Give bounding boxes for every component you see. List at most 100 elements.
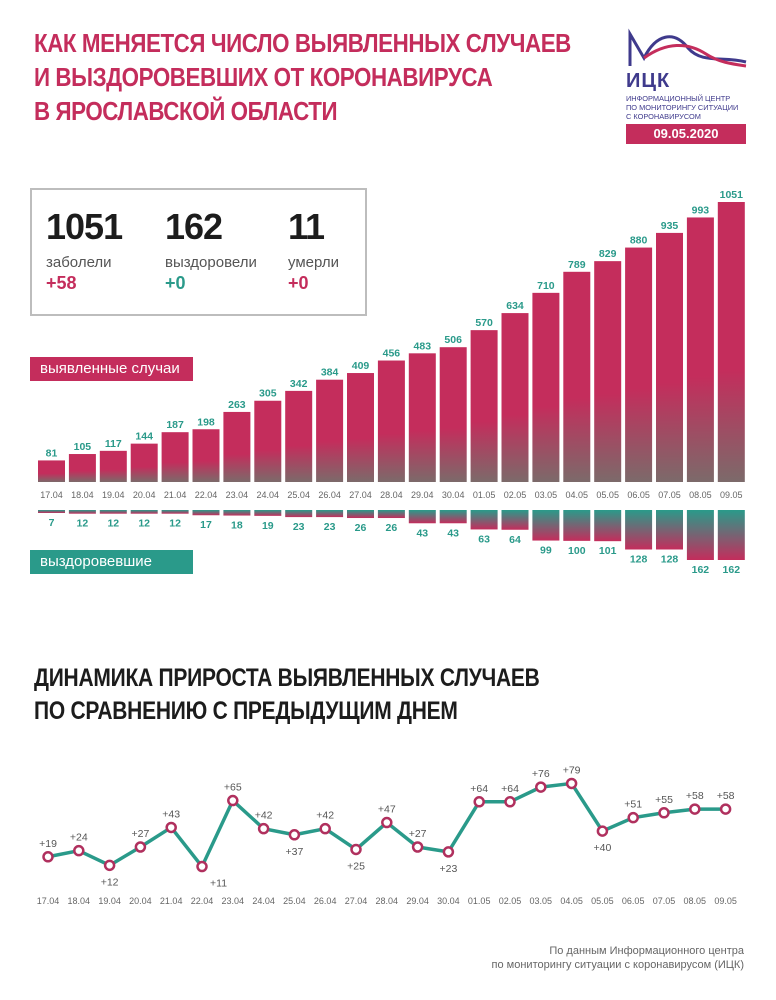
category-tick-label: 18.04 [68, 896, 91, 906]
category-tick-label: 07.05 [658, 490, 681, 500]
cases-value-label: 409 [352, 360, 370, 372]
growth-point [473, 796, 485, 808]
recovered-value-label: 17 [200, 519, 212, 531]
stat-recovered-change: +0 [165, 273, 186, 293]
cases-bar [347, 373, 374, 482]
growth-value-label: +43 [162, 808, 180, 820]
recovered-bar [192, 510, 220, 516]
growth-point [565, 777, 578, 790]
category-tick-label: 02.05 [499, 896, 522, 906]
recovered-value-label: 128 [661, 554, 679, 566]
logo-subtitle-line-2: по мониторингу ситуации [626, 103, 739, 112]
recovered-value-label: 7 [49, 517, 55, 529]
date-badge: 09.05.2020 [626, 124, 746, 144]
cases-value-label: 880 [630, 235, 648, 247]
cases-bar [285, 390, 313, 482]
cases-bar [316, 379, 344, 482]
cases-value-label: 198 [197, 416, 215, 428]
stat-cases: 1051 заболели +58 [46, 208, 123, 294]
recovered-value-label: 63 [478, 533, 490, 545]
category-tick-label: 25.04 [287, 490, 310, 500]
stat-cases-label: заболели [46, 254, 112, 271]
recovered-value-label: 100 [568, 545, 586, 557]
category-tick-label: 06.05 [622, 896, 645, 906]
recovered-bar [377, 510, 405, 519]
recovered-value-label: 26 [386, 522, 398, 534]
category-tick-label: 30.04 [437, 896, 460, 906]
category-tick-label: 30.04 [442, 490, 465, 500]
category-tick-label: 05.05 [591, 896, 614, 906]
growth-value-label: +42 [255, 810, 273, 822]
category-tick-label: 25.04 [283, 896, 306, 906]
category-tick-label: 01.05 [468, 896, 491, 906]
cases-bar [656, 232, 683, 482]
recovered-bar [161, 510, 189, 514]
recovered-value-label: 43 [447, 527, 459, 539]
growth-point [319, 822, 331, 835]
cases-value-label: 829 [599, 248, 617, 260]
growth-point [42, 851, 54, 863]
growth-value-label: +51 [624, 799, 642, 811]
recovered-bar [316, 510, 344, 518]
cases-bar [563, 271, 591, 482]
recovered-bar [470, 510, 498, 530]
recovered-bar [223, 510, 251, 516]
growth-point [73, 844, 85, 857]
category-tick-label: 29.04 [406, 896, 429, 906]
recovered-bar [686, 510, 714, 560]
category-tick-label: 26.04 [314, 896, 337, 906]
stats-box: 1051 заболели +58 162 выздоровели +0 11 … [30, 188, 367, 316]
category-tick-label: 22.04 [195, 490, 218, 500]
stat-deaths-value: 11 [288, 206, 325, 247]
cases-value-label: 570 [475, 317, 493, 329]
stat-recovered-value: 162 [165, 206, 223, 247]
cases-bar [161, 432, 189, 482]
cases-bar [377, 360, 405, 482]
cases-value-label: 384 [321, 367, 339, 379]
growth-point [596, 825, 609, 837]
title-line-1: КАК МЕНЯЕТСЯ ЧИСЛО ВЫЯВЛЕННЫХ СЛУЧАЕВ [34, 28, 571, 58]
category-tick-label: 04.05 [560, 896, 583, 906]
growth-value-label: +37 [285, 846, 303, 858]
cases-bar [686, 217, 714, 482]
category-tick-label: 24.04 [252, 896, 275, 906]
category-tick-label: 20.04 [133, 490, 156, 500]
growth-point [381, 816, 393, 829]
category-tick-label: 04.05 [566, 490, 589, 500]
recovered-value-label: 12 [138, 518, 150, 530]
growth-value-label: +42 [316, 810, 334, 822]
cases-value-label: 456 [383, 348, 401, 360]
legend-cases: выявленные случаи [30, 357, 193, 381]
cases-bar [594, 261, 622, 482]
category-tick-label: 29.04 [411, 490, 434, 500]
growth-point [103, 859, 116, 872]
cases-bar [625, 247, 653, 482]
title-line-2: И ВЫЗДОРОВЕВШИХ ОТ КОРОНАВИРУСА [34, 62, 493, 92]
category-tick-label: 05.05 [596, 490, 619, 500]
cases-bar [408, 353, 436, 482]
legend-recovered: выздоровевшие [30, 550, 193, 574]
cases-value-label: 634 [506, 300, 524, 312]
growth-value-label: +65 [224, 782, 242, 794]
recovered-bar [408, 510, 436, 524]
stat-deaths-label: умерли [288, 254, 339, 271]
recovered-value-label: 26 [355, 522, 367, 534]
cases-bar [130, 443, 158, 482]
recovered-bar [68, 510, 96, 514]
category-tick-label: 02.05 [504, 490, 527, 500]
stat-recovered: 162 выздоровели +0 [165, 208, 257, 294]
recovered-bar [439, 510, 467, 524]
cases-value-label: 710 [537, 280, 555, 292]
cases-value-label: 1051 [720, 189, 744, 201]
cases-bar [68, 454, 96, 482]
cases-value-label: 935 [661, 220, 679, 232]
recovered-bar [38, 510, 65, 513]
source-line-2: по мониторингу ситуации с коронавирусом … [491, 959, 744, 971]
growth-point [535, 781, 547, 793]
growth-point [350, 843, 362, 856]
category-tick-label: 20.04 [129, 896, 152, 906]
category-tick-label: 21.04 [164, 490, 187, 500]
section-title-line-1: ДИНАМИКА ПРИРОСТА ВЫЯВЛЕННЫХ СЛУЧАЕВ [34, 664, 540, 692]
source-note: По данным Информационного центра по мони… [492, 944, 744, 972]
category-tick-label: 08.05 [689, 490, 712, 500]
